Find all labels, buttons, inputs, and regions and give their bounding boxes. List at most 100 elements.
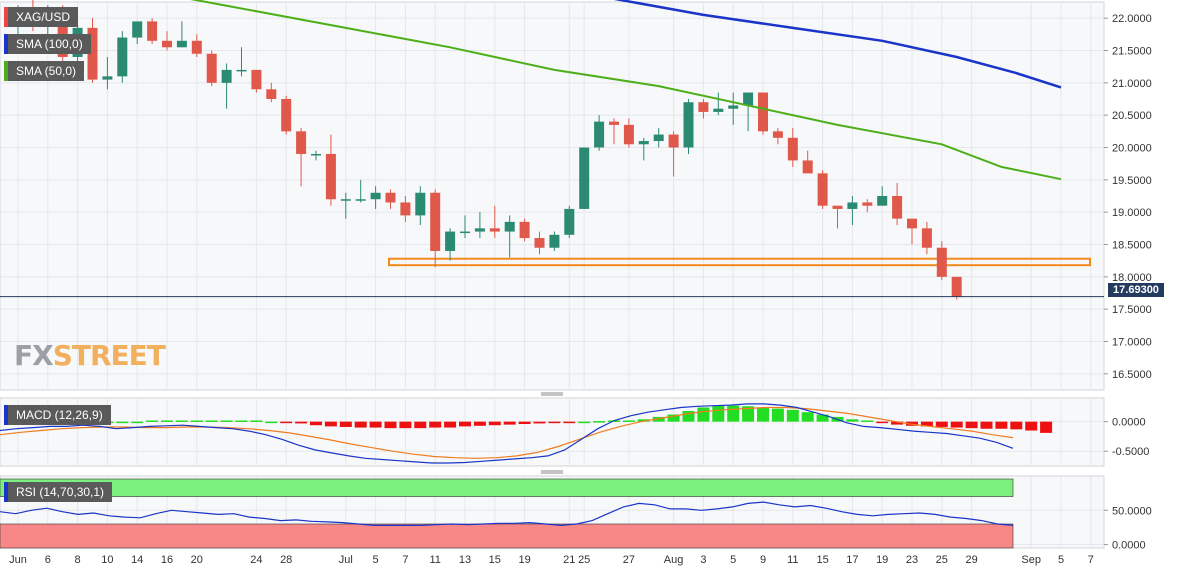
x-tick-label: 27 xyxy=(623,554,635,566)
y-tick-label-main: 16.5000 xyxy=(1112,369,1152,381)
macd-histogram-bar xyxy=(295,421,308,424)
macd-histogram-bar xyxy=(891,421,904,425)
macd-histogram-bar xyxy=(742,406,755,422)
candle-body xyxy=(176,40,187,48)
x-tick-label: 3 xyxy=(700,554,706,566)
candle-body xyxy=(504,221,515,232)
candle-body xyxy=(564,208,575,235)
macd-histogram-bar xyxy=(324,421,337,427)
candle-body xyxy=(460,231,470,234)
x-tick-label: 25 xyxy=(578,554,590,566)
x-tick-label: 19 xyxy=(876,554,888,566)
candle-body xyxy=(802,160,813,174)
candle-body xyxy=(296,131,307,154)
y-tick-label-main: 22.0000 xyxy=(1112,13,1152,25)
macd-histogram-bar xyxy=(920,421,933,427)
legend-macd-label: MACD (12,26,9) xyxy=(16,408,103,422)
candle-body xyxy=(117,37,128,77)
macd-histogram-bar xyxy=(220,420,233,422)
macd-histogram-bar xyxy=(965,421,978,429)
candle-body xyxy=(638,141,649,145)
macd-histogram-bar xyxy=(1010,421,1023,430)
x-tick-label: 16 xyxy=(161,554,173,566)
macd-histogram-bar xyxy=(563,421,576,424)
x-tick-label: 10 xyxy=(101,554,113,566)
macd-histogram-bar xyxy=(816,414,829,422)
y-tick-label-rsi: 0.0000 xyxy=(1112,540,1146,552)
macd-histogram-bar xyxy=(473,421,486,426)
rsi-line xyxy=(0,501,1014,527)
legend-swatch-sma-100 xyxy=(4,34,8,54)
macd-histogram-bar xyxy=(146,420,159,422)
pane-main xyxy=(0,1,1105,391)
macd-histogram-bar xyxy=(652,416,665,422)
x-tick-label: 14 xyxy=(131,554,143,566)
x-tick-label: Jul xyxy=(339,554,353,566)
macd-histogram-bar xyxy=(1040,421,1053,433)
x-tick-label: 17 xyxy=(846,554,858,566)
legend-swatch-price xyxy=(4,7,8,27)
candle-body xyxy=(921,228,932,248)
candle-body xyxy=(519,221,530,239)
legend-macd[interactable]: MACD (12,26,9) xyxy=(4,405,111,425)
macd-histogram-bar xyxy=(369,421,382,428)
macd-histogram-bar xyxy=(518,421,531,425)
candle-body xyxy=(87,27,98,80)
candle-body xyxy=(772,131,783,138)
x-tick-label: 20 xyxy=(191,554,203,566)
candle-body xyxy=(236,69,247,72)
macd-histogram-bar xyxy=(876,421,889,424)
macd-histogram-bar xyxy=(950,421,963,428)
macd-histogram-bar xyxy=(593,421,606,423)
y-tick-label-main: 19.5000 xyxy=(1112,175,1152,187)
candle-body xyxy=(713,108,724,112)
macd-histogram-bar xyxy=(310,421,322,426)
y-tick-label-main: 20.5000 xyxy=(1112,110,1152,122)
candle-body xyxy=(266,89,277,99)
support-zone xyxy=(388,257,1091,267)
legend-symbol[interactable]: XAG/USD xyxy=(4,7,79,27)
macd-histogram-bar xyxy=(503,421,516,425)
candle-body xyxy=(698,102,709,112)
macd-histogram-bar xyxy=(175,420,188,422)
legend-sma-100[interactable]: SMA (100,0) xyxy=(4,34,91,54)
last-price-tag: 17.69300 xyxy=(1108,283,1164,297)
candle-body xyxy=(251,69,262,90)
y-tick-label-rsi: 50.0000 xyxy=(1112,505,1152,517)
legend-sma-50[interactable]: SMA (50,0) xyxy=(4,61,85,81)
candle-body xyxy=(609,121,619,125)
candle-body xyxy=(623,124,634,145)
x-tick-label: 5 xyxy=(1058,554,1064,566)
candle-body xyxy=(102,76,113,80)
candle-body xyxy=(385,192,396,203)
y-tick-label-main: 21.0000 xyxy=(1112,78,1152,90)
candle-body xyxy=(370,192,381,200)
x-tick-label: 15 xyxy=(816,554,828,566)
y-tick-label-main: 20.0000 xyxy=(1112,143,1152,155)
candle-body xyxy=(355,199,366,201)
legend-rsi-label: RSI (14,70,30,1) xyxy=(16,485,105,499)
candle-body xyxy=(281,99,292,132)
candle-body xyxy=(147,21,158,41)
legend-rsi[interactable]: RSI (14,70,30,1) xyxy=(4,482,113,502)
macd-histogram-bar xyxy=(131,421,144,424)
fxstreet-logo: FXSTREET xyxy=(14,339,166,372)
y-tick-label-main: 18.5000 xyxy=(1112,240,1152,252)
candle-body xyxy=(311,153,321,156)
macd-signal-line xyxy=(0,406,1014,459)
candle-body xyxy=(549,234,560,248)
x-tick-label: Jun xyxy=(9,554,27,566)
x-tick-label: 7 xyxy=(1088,554,1094,566)
legend-swatch-rsi xyxy=(4,482,8,502)
candle-body xyxy=(743,92,754,106)
macd-histogram-bar xyxy=(399,421,412,429)
candle-body xyxy=(489,228,500,232)
candle-body xyxy=(683,102,694,148)
macd-histogram-bar xyxy=(935,421,948,427)
macd-histogram-bar xyxy=(190,420,203,422)
candle-body xyxy=(653,134,664,142)
candle-body xyxy=(758,92,768,132)
y-tick-label-main: 18.0000 xyxy=(1112,272,1152,284)
macd-histogram-bar xyxy=(235,420,248,422)
